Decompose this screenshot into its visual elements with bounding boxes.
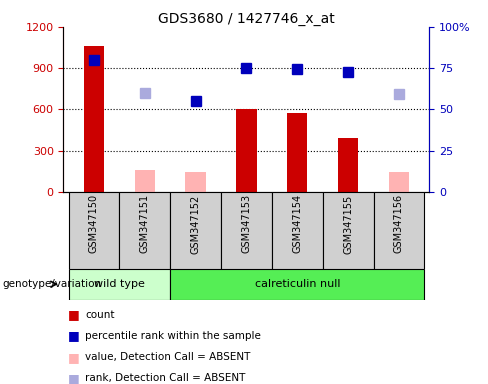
Text: genotype/variation: genotype/variation [2, 279, 102, 289]
Bar [236, 109, 257, 192]
Bar [120, 192, 170, 269]
Text: GSM347152: GSM347152 [191, 194, 201, 253]
Bar [373, 192, 425, 269]
Text: count: count [85, 310, 115, 320]
Text: percentile rank within the sample: percentile rank within the sample [85, 331, 261, 341]
Bar [287, 113, 307, 192]
Text: wild type: wild type [94, 279, 145, 289]
Bar [84, 46, 104, 192]
Text: GSM347155: GSM347155 [343, 194, 353, 253]
Title: GDS3680 / 1427746_x_at: GDS3680 / 1427746_x_at [158, 12, 335, 26]
Bar [68, 192, 120, 269]
Text: calreticulin null: calreticulin null [255, 279, 340, 289]
Bar [170, 269, 425, 300]
Text: value, Detection Call = ABSENT: value, Detection Call = ABSENT [85, 352, 251, 362]
Text: rank, Detection Call = ABSENT: rank, Detection Call = ABSENT [85, 373, 246, 383]
Bar [389, 172, 409, 192]
Text: GSM347151: GSM347151 [140, 194, 150, 253]
Text: GSM347156: GSM347156 [394, 194, 404, 253]
Bar [68, 269, 170, 300]
Text: ■: ■ [68, 329, 80, 343]
Bar [185, 172, 206, 192]
Bar [272, 192, 323, 269]
Bar [170, 192, 221, 269]
Text: GSM347153: GSM347153 [242, 194, 251, 253]
Text: ■: ■ [68, 308, 80, 321]
Text: GSM347150: GSM347150 [89, 194, 99, 253]
Bar [338, 138, 358, 192]
Text: ■: ■ [68, 351, 80, 364]
Text: GSM347154: GSM347154 [292, 194, 302, 253]
Bar [135, 170, 155, 192]
Text: ■: ■ [68, 372, 80, 384]
Bar [221, 192, 272, 269]
Bar [323, 192, 373, 269]
